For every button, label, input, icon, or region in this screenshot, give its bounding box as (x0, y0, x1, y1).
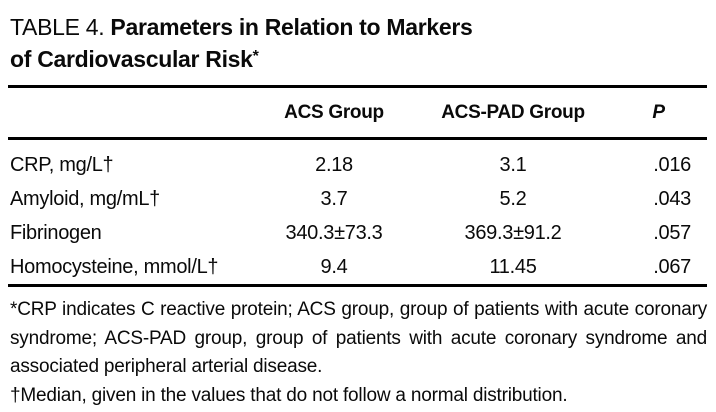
table-top-rule (8, 85, 707, 88)
table-row: Amyloid, mg/mL† 3.7 5.2 .043 (8, 182, 707, 216)
table-title: TABLE 4. Parameters in Relation to Marke… (10, 12, 708, 72)
cell-parameter: Homocysteine, mmol/L† (10, 255, 219, 278)
table-header-rule (8, 137, 707, 140)
title-asterisk-marker: * (252, 48, 259, 65)
footnote-median: †Median, given in the values that do not… (10, 384, 568, 406)
table-row: Homocysteine, mmol/L† 9.4 11.45 .067 (8, 250, 707, 284)
table-title-text-line2: of Cardiovascular Risk (10, 46, 253, 72)
cell-acs-pad-group: 369.3±91.2 (464, 221, 562, 244)
cell-p-value: .016 (653, 153, 691, 176)
cell-acs-group: 3.7 (320, 187, 348, 210)
cell-parameter: CRP, mg/L† (10, 153, 114, 176)
cell-p-value: .067 (653, 255, 691, 278)
cell-p-value: .057 (653, 221, 691, 244)
cell-p-value: .043 (653, 187, 691, 210)
header-acs-pad-group: ACS-PAD Group (441, 101, 585, 123)
table-row: CRP, mg/L† 2.18 3.1 .016 (8, 148, 707, 182)
table-title-line1: TABLE 4. Parameters in Relation to Marke… (10, 14, 473, 40)
table-title-text-line1: Parameters in Relation to Markers (110, 14, 473, 40)
table-footnotes: *CRP indicates C reactive protein; ACS g… (8, 296, 707, 410)
footnote-abbreviations: *CRP indicates C reactive protein; ACS g… (10, 299, 707, 377)
cell-parameter: Amyloid, mg/mL† (10, 187, 160, 210)
header-acs-group: ACS Group (284, 101, 384, 123)
cell-acs-group: 2.18 (315, 153, 353, 176)
cell-acs-group: 9.4 (320, 255, 348, 278)
cell-acs-pad-group: 11.45 (489, 255, 537, 278)
table-bottom-rule (8, 284, 707, 287)
cell-acs-group: 340.3±73.3 (285, 221, 383, 244)
cell-acs-pad-group: 3.1 (499, 153, 527, 176)
table-row: Fibrinogen 340.3±73.3 369.3±91.2 .057 (8, 216, 707, 250)
table-header-row: ACS Group ACS-PAD Group P (8, 88, 707, 137)
cell-parameter: Fibrinogen (10, 221, 102, 244)
header-p-value: P (652, 101, 665, 123)
table-title-line2: of Cardiovascular Risk* (10, 42, 708, 74)
table-number-label: TABLE 4. (10, 14, 111, 40)
cell-acs-pad-group: 5.2 (499, 187, 527, 210)
table-body: CRP, mg/L† 2.18 3.1 .016 Amyloid, mg/mL†… (8, 140, 708, 284)
